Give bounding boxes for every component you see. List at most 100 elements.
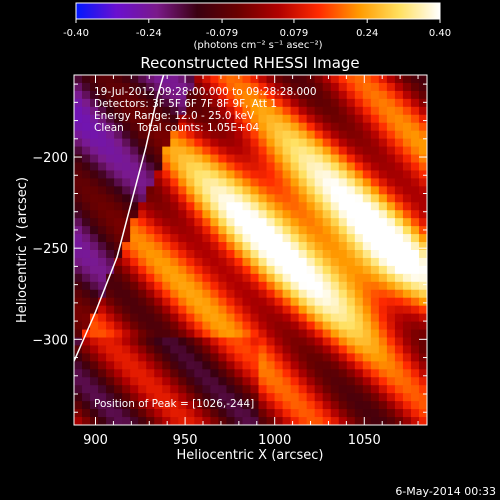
heatmap-cell (330, 154, 340, 164)
heatmap-cell (186, 265, 195, 275)
heatmap-cell (338, 337, 348, 347)
heatmap-cell (114, 130, 123, 140)
heatmap-cell (154, 377, 163, 386)
heatmap-cell (82, 305, 91, 315)
heatmap-cell (146, 385, 155, 394)
heatmap-cell (234, 250, 244, 259)
heatmap-cell (386, 194, 396, 203)
heatmap-cell (98, 178, 107, 187)
heatmap-cell (330, 130, 340, 140)
heatmap-cell (210, 202, 220, 211)
heatmap-cell (266, 242, 276, 251)
heatmap-cell (106, 313, 115, 323)
heatmap-cell (226, 417, 236, 425)
heatmap-cell (234, 202, 244, 211)
colorbar-ticks: -0.40 -0.24 -0.079 0.079 0.24 0.40 (63, 19, 451, 39)
heatmap-cell (242, 369, 252, 378)
heatmap-cell (378, 281, 388, 291)
heatmap-cell (74, 401, 83, 410)
heatmap-cell (306, 194, 316, 203)
heatmap-cell (98, 281, 107, 291)
heatmap-cell (202, 321, 211, 331)
heatmap-cell (186, 250, 195, 259)
heatmap-cell (386, 353, 396, 362)
heatmap-cell (290, 75, 300, 84)
heatmap-cell (162, 154, 171, 164)
heatmap-cell (418, 114, 427, 124)
heatmap-cell (346, 146, 356, 156)
heatmap-cell (290, 90, 300, 100)
heatmap-cell (146, 154, 155, 164)
heatmap-cell (146, 369, 155, 378)
heatmap-cell (138, 337, 147, 347)
heatmap-cell (130, 82, 139, 92)
heatmap-cell (82, 289, 91, 299)
heatmap-cell (386, 75, 396, 84)
heatmap-cell (98, 250, 107, 259)
heatmap-cell (234, 369, 244, 378)
heatmap-cell (106, 361, 115, 370)
heatmap-cell (138, 265, 147, 275)
heatmap-cell (298, 289, 308, 299)
heatmap-cell (106, 297, 115, 307)
heatmap-cell (346, 265, 356, 275)
heatmap-cell (242, 75, 252, 84)
heatmap-cell (362, 257, 372, 267)
heatmap-cell (410, 369, 420, 378)
heatmap-cell (266, 417, 276, 425)
heatmap-cell (114, 393, 123, 402)
plot-frame (73, 74, 428, 426)
heatmap-cell (146, 345, 155, 354)
heatmap-cell (258, 273, 268, 283)
heatmap-cell (202, 242, 211, 251)
heatmap-cell (386, 417, 396, 425)
heatmap-cell (154, 202, 163, 211)
heatmap-cell (258, 377, 268, 386)
heatmap-cell (298, 154, 308, 164)
heatmap-cell (250, 75, 260, 84)
heatmap-cell (90, 257, 99, 267)
heatmap-cell (330, 106, 340, 116)
heatmap-cell (298, 377, 308, 386)
heatmap-cell (274, 329, 284, 339)
heatmap-cell (378, 329, 388, 339)
heatmap-cell (162, 178, 171, 187)
heatmap-cell (290, 186, 300, 195)
heatmap-cell (338, 273, 348, 283)
heatmap-cell (314, 345, 324, 354)
heatmap-cell (290, 281, 300, 291)
heatmap-cell (114, 321, 123, 331)
heatmap-cell (338, 242, 348, 251)
heatmap-cell (130, 106, 139, 116)
heatmap-cell (386, 90, 396, 100)
heatmap-cell (266, 218, 276, 227)
heatmap-cell (106, 265, 115, 275)
heatmap-cell (250, 345, 260, 354)
heatmap-cell (186, 162, 195, 172)
heatmap-cell (210, 138, 220, 148)
heatmap-cell (130, 178, 139, 187)
heatmap-cell (354, 265, 364, 275)
heatmap-cell (106, 114, 115, 124)
heatmap-cell (266, 162, 276, 172)
heatmap-cell (242, 393, 252, 402)
heatmap-cell (202, 393, 211, 402)
heatmap-cell (178, 345, 187, 354)
heatmap-cell (282, 114, 292, 124)
heatmap-cell (114, 289, 123, 299)
heatmap-cell (322, 122, 332, 132)
heatmap-cell (330, 361, 340, 370)
heatmap-cell (82, 377, 91, 386)
heatmap-cell (418, 138, 427, 148)
heatmap-cell (354, 226, 364, 235)
heatmap-cell (354, 257, 364, 267)
heatmap-cell (138, 242, 147, 251)
heatmap-cell (250, 409, 260, 418)
heatmap-cell (298, 265, 308, 275)
heatmap-cell (322, 250, 332, 259)
heatmap-cell (362, 90, 372, 100)
heatmap-cell (186, 138, 195, 148)
heatmap-cell (114, 114, 123, 124)
heatmap-cell (146, 106, 155, 116)
heatmap-cell (346, 385, 356, 394)
